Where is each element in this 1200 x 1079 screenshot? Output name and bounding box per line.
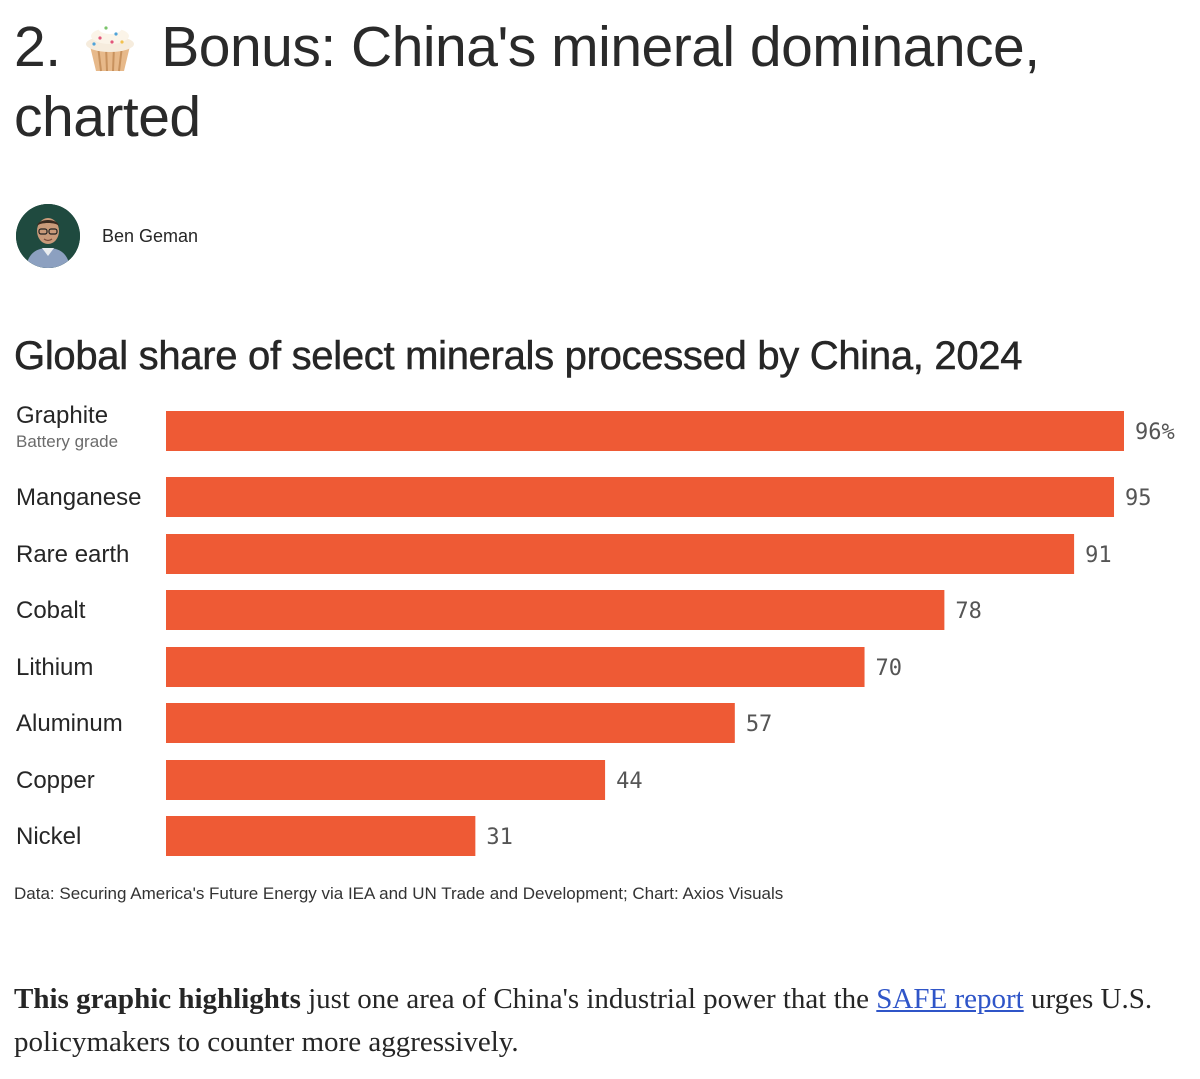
category-label: Copper <box>16 767 95 794</box>
value-label: 31 <box>486 825 512 850</box>
bar-aluminum <box>166 703 735 743</box>
bar-lithium <box>166 647 865 687</box>
chart-source: Data: Securing America's Future Energy v… <box>14 884 784 903</box>
category-sublabel: Battery grade <box>16 432 118 451</box>
value-label: 44 <box>616 769 643 794</box>
chart-title: Global share of select minerals processe… <box>14 334 1023 379</box>
category-label: Rare earth <box>16 541 129 568</box>
category-label: Cobalt <box>16 597 86 624</box>
byline: Ben Geman <box>16 204 198 268</box>
bar-cobalt <box>166 590 945 630</box>
headline-number: 2. <box>14 15 61 79</box>
headline-text: Bonus: China's mineral dominance, charte… <box>14 15 1040 149</box>
value-label: 78 <box>955 599 982 624</box>
value-label: 70 <box>876 656 903 681</box>
body-text-before-link: just one area of China's industrial powe… <box>300 983 877 1015</box>
category-label: Graphite <box>16 402 108 429</box>
body-lead-bold: This graphic highlights <box>14 983 301 1015</box>
bar-nickel <box>166 816 476 856</box>
body-paragraph: This graphic highlights just one area of… <box>14 978 1184 1064</box>
value-label: 95 <box>1125 486 1152 511</box>
safe-report-link[interactable]: SAFE report <box>876 983 1024 1015</box>
cupcake-icon <box>85 18 134 72</box>
value-label: 96% <box>1135 420 1175 445</box>
body-text-after-link: urges U.S. policymakers to counter more … <box>14 983 1153 1058</box>
author-name[interactable]: Ben Geman <box>102 225 199 246</box>
value-label: 91 <box>1085 543 1112 568</box>
author-avatar[interactable] <box>16 204 80 268</box>
article-headline: 2. Bonus: China's mineral dominance, cha… <box>14 12 1184 152</box>
bar-graphite <box>166 411 1124 451</box>
bar-manganese <box>166 477 1115 517</box>
category-label: Aluminum <box>16 710 123 737</box>
category-label: Manganese <box>16 484 141 511</box>
author-photo-icon <box>16 204 80 268</box>
bar-chart: Graphite Battery grade 96% Manganese 95 Rare … <box>16 402 1175 856</box>
category-label: Nickel <box>16 823 81 850</box>
category-label: Lithium <box>16 654 93 681</box>
value-label: 57 <box>746 712 773 737</box>
bar-rare-earth <box>166 534 1075 574</box>
bar-copper <box>166 760 606 800</box>
